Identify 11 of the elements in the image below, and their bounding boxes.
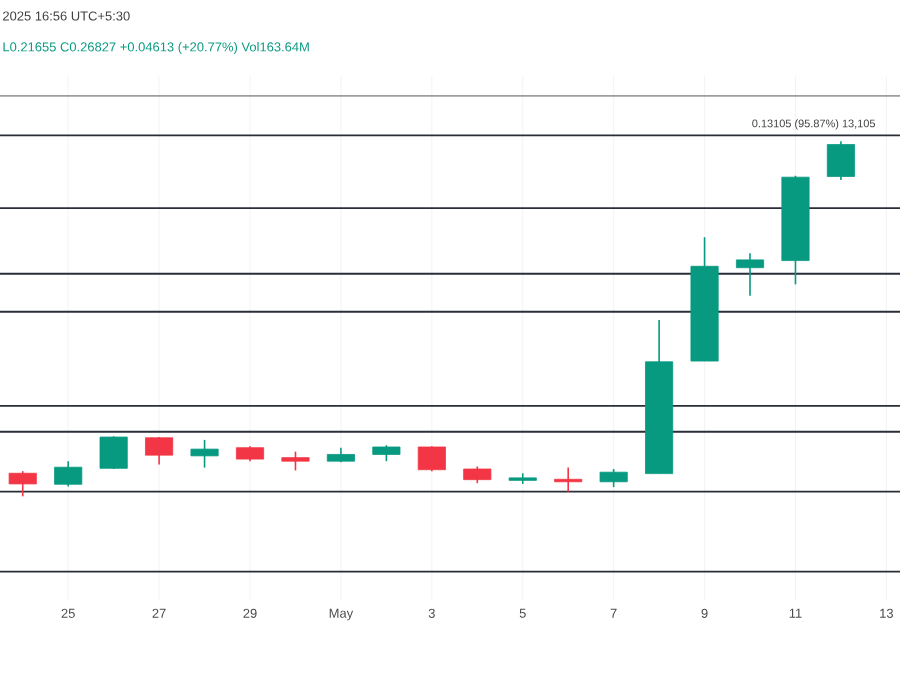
candlestick [8, 470, 37, 498]
candlestick [145, 436, 174, 466]
candlestick [99, 435, 128, 470]
candlestick [190, 439, 219, 469]
candlestick [826, 140, 855, 181]
candlestick [554, 466, 583, 493]
candlestick [599, 468, 628, 488]
candlestick [417, 445, 446, 472]
candlestick [735, 252, 765, 297]
candlestick [54, 460, 83, 488]
candlestick [281, 450, 310, 472]
